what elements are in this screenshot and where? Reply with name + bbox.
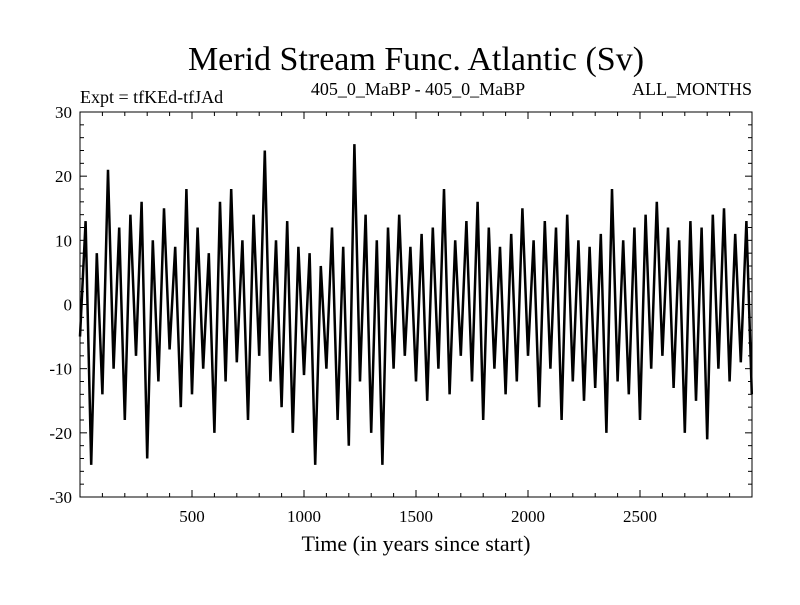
series-line-0 [78, 144, 754, 465]
y-tick-label: -10 [49, 360, 72, 379]
x-tick-label: 1000 [287, 507, 321, 526]
x-tick-label: 2000 [511, 507, 545, 526]
plot-frame [79, 111, 753, 498]
subtitle-right: ALL_MONTHS [632, 79, 752, 99]
y-tick-label: 30 [55, 103, 72, 122]
x-tick-label: 1500 [399, 507, 433, 526]
y-tick-label: 20 [55, 167, 72, 186]
y-tick-label: 10 [55, 231, 72, 250]
y-tick-label: 0 [64, 296, 73, 315]
plot-area: -30 -20 -10 0 10 20 30 500 1000 1500 2000 2500 [49, 103, 754, 526]
y-tick-label: -30 [49, 488, 72, 507]
x-tick-label: 2500 [623, 507, 657, 526]
x-tick-label: 500 [179, 507, 205, 526]
y-tick-label: -20 [49, 424, 72, 443]
subtitle-center: 405_0_MaBP - 405_0_MaBP [311, 79, 525, 99]
x-axis-label: Time (in years since start) [302, 531, 531, 556]
chart-title: Merid Stream Func. Atlantic (Sv) [188, 41, 644, 78]
subtitle-left: Expt = tfKEd-tfJAd [80, 87, 223, 107]
